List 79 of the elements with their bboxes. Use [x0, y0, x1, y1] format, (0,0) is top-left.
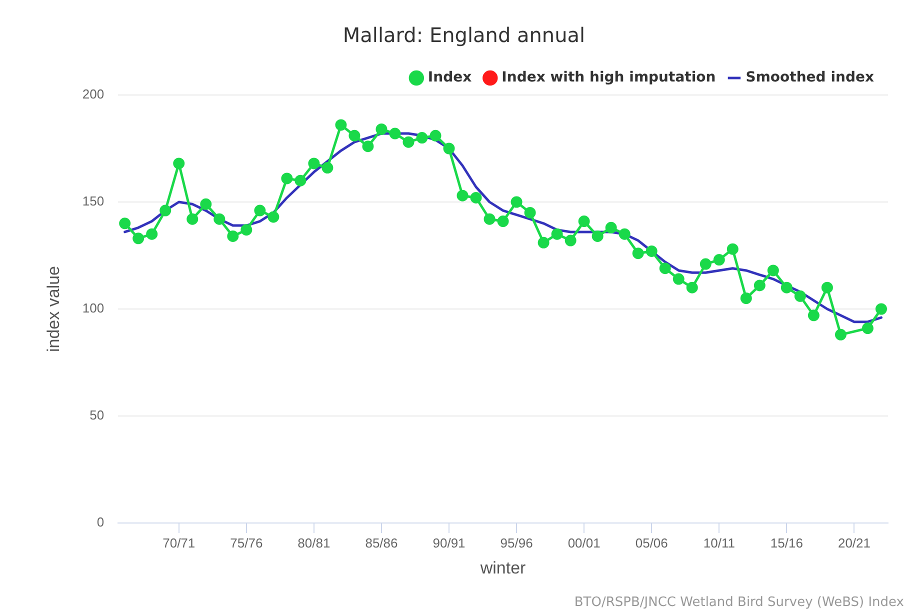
x-tick-label: 10/11 [703, 535, 735, 550]
x-tick-label: 80/81 [298, 535, 330, 550]
point [605, 222, 617, 234]
point [632, 248, 644, 260]
point [227, 230, 239, 242]
point [713, 254, 725, 266]
x-axis-title: winter [479, 558, 526, 578]
point [376, 123, 388, 135]
point [268, 211, 280, 223]
y-tick-label: 0 [96, 514, 104, 530]
point [362, 140, 374, 152]
point [470, 192, 482, 204]
point [524, 206, 536, 218]
x-tick-label: 05/06 [635, 535, 668, 550]
y-axis-title: index value [44, 266, 63, 352]
chart-title: Mallard: England annual [342, 23, 586, 48]
y-tick-label: 150 [82, 194, 104, 209]
point [281, 172, 293, 184]
point [294, 174, 306, 186]
x-tick-label: 20/21 [838, 535, 871, 550]
point [240, 224, 252, 236]
point [456, 190, 468, 202]
point [254, 204, 266, 216]
point [821, 282, 833, 294]
point [551, 228, 563, 240]
point [146, 228, 158, 240]
point [538, 236, 550, 248]
point [659, 262, 671, 274]
point [834, 328, 846, 340]
point [484, 213, 496, 225]
point [119, 218, 131, 230]
point [200, 198, 212, 210]
point [754, 280, 766, 292]
point [173, 158, 185, 170]
point [794, 290, 806, 302]
x-tick-label: 00/01 [568, 535, 600, 550]
point [578, 216, 590, 228]
point [402, 136, 414, 148]
point [592, 230, 604, 242]
x-tick-label: 95/96 [500, 535, 533, 550]
x-tick-label: 70/71 [162, 535, 196, 550]
point [726, 243, 738, 255]
text: BTO/RSPB/JNCC Wetland Bird Survey (WeBS) Index [574, 594, 904, 610]
legend-label: Smoothed index [746, 70, 874, 86]
point [862, 322, 874, 334]
x-tick-label: 90/91 [432, 535, 466, 550]
point [335, 119, 347, 131]
x-tick-label: 85/86 [365, 535, 398, 550]
point [497, 216, 509, 228]
point [672, 273, 684, 285]
point [416, 132, 428, 144]
point [686, 282, 698, 294]
point [186, 213, 198, 225]
point [740, 292, 752, 304]
point [564, 234, 576, 246]
point [430, 130, 442, 142]
point [389, 128, 401, 140]
point [646, 245, 658, 257]
point [780, 282, 792, 294]
point [875, 303, 887, 315]
point [618, 228, 630, 240]
point [700, 258, 712, 270]
point [808, 310, 820, 322]
x-tick-label: 75/76 [230, 535, 263, 550]
point [510, 196, 522, 208]
legend-label: Index [428, 70, 472, 86]
legend-label: Index with high imputation [502, 70, 716, 86]
point [214, 213, 226, 225]
y-tick-label: 50 [90, 408, 104, 423]
point [348, 130, 360, 142]
point [132, 232, 144, 244]
y-tick-label: 200 [82, 86, 104, 102]
point [160, 204, 172, 216]
point [443, 142, 455, 154]
point [767, 264, 779, 276]
point [322, 162, 334, 174]
x-tick-label: 15/16 [770, 535, 803, 550]
y-tick-label: 100 [82, 300, 104, 316]
point [308, 158, 320, 170]
